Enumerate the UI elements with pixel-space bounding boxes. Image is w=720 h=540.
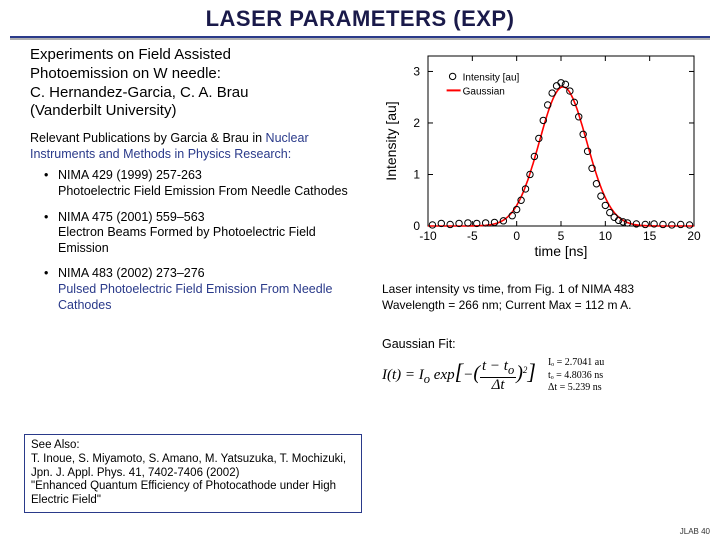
seealso-b1: T. Inoue, S. Miyamoto, S. Amano, M. Yats… [31, 453, 346, 479]
svg-text:3: 3 [413, 64, 420, 78]
svg-text:1: 1 [413, 167, 420, 181]
equation: I(t) = Io exp[−(t − toΔt)2] [382, 359, 536, 393]
fit-Io: Iₒ = 2.7041 au [548, 357, 604, 370]
svg-text:time [ns]: time [ns] [535, 243, 588, 259]
main-columns: Experiments on Field Assisted Photoemiss… [0, 46, 720, 395]
caption-l2: Wavelength = 266 nm; Current Max = 112 m… [382, 298, 631, 312]
relevant-prefix: Relevant Publications by Garcia & Brau i… [30, 131, 266, 145]
chart-caption: Laser intensity vs time, from Fig. 1 of … [382, 282, 702, 313]
see-also-box: See Also: T. Inoue, S. Miyamoto, S. Aman… [24, 434, 362, 513]
intro-block: Experiments on Field Assisted Photoemiss… [30, 46, 360, 121]
svg-text:0: 0 [513, 229, 520, 243]
pub-title: Pulsed Photoelectric Field Emission From… [58, 282, 332, 312]
seealso-b2: "Enhanced Quantum Efficiency of Photocat… [31, 480, 336, 506]
caption-l1: Laser intensity vs time, from Fig. 1 of … [382, 282, 634, 296]
title-bar: LASER PARAMETERS (EXP) [0, 0, 720, 36]
pub-cite: NIMA 475 (2001) 559–563 [58, 210, 205, 224]
slide-footer: JLAB 40 [680, 527, 710, 536]
relevant-pubs-heading: Relevant Publications by Garcia & Brau i… [30, 131, 360, 162]
pub-cite: NIMA 429 (1999) 257-263 [58, 168, 202, 182]
pub-title: Photoelectric Field Emission From Needle… [58, 184, 348, 198]
pub-cite: NIMA 483 (2002) 273–276 [58, 266, 205, 280]
pub-item: NIMA 475 (2001) 559–563 Electron Beams F… [44, 210, 360, 257]
svg-text:-10: -10 [419, 229, 437, 243]
equation-row: I(t) = Io exp[−(t − toΔt)2] Iₒ = 2.7041 … [382, 357, 702, 395]
svg-text:10: 10 [599, 229, 613, 243]
svg-text:Intensity [au]: Intensity [au] [463, 72, 520, 83]
left-column: Experiments on Field Assisted Photoemiss… [30, 46, 360, 395]
svg-text:2: 2 [413, 116, 420, 130]
pub-list: NIMA 429 (1999) 257-263 Photoelectric Fi… [30, 168, 360, 313]
svg-text:Gaussian: Gaussian [463, 86, 505, 97]
intro-l3: C. Hernandez-Garcia, C. A. Brau [30, 84, 248, 101]
svg-text:-5: -5 [467, 229, 478, 243]
right-column: -10 -5 0 5 10 15 20 0 1 2 3 time [ns] Intensity [au]… [382, 46, 702, 395]
fit-dt: Δt = 5.239 ns [548, 382, 604, 395]
pub-title: Electron Beams Formed by Photoelectric F… [58, 225, 316, 255]
intro-l2: Photoemission on W needle: [30, 65, 221, 82]
svg-text:5: 5 [558, 229, 565, 243]
gaussian-fit-label: Gaussian Fit: [382, 337, 702, 351]
pub-item: NIMA 483 (2002) 273–276 Pulsed Photoelec… [44, 266, 360, 313]
pub-item: NIMA 429 (1999) 257-263 Photoelectric Fi… [44, 168, 360, 199]
svg-text:0: 0 [413, 219, 420, 233]
fit-to: tₒ = 4.8036 ns [548, 370, 604, 383]
fit-values: Iₒ = 2.7041 au tₒ = 4.8036 ns Δt = 5.239… [548, 357, 604, 395]
page-title: LASER PARAMETERS (EXP) [0, 6, 720, 32]
svg-text:20: 20 [687, 229, 701, 243]
svg-text:15: 15 [643, 229, 657, 243]
seealso-head: See Also: [31, 439, 80, 451]
intro-l4: (Vanderbilt University) [30, 102, 176, 119]
intro-l1: Experiments on Field Assisted [30, 46, 231, 63]
title-underline [10, 36, 710, 40]
svg-text:Intensity [au]: Intensity [au] [383, 101, 399, 180]
intensity-chart: -10 -5 0 5 10 15 20 0 1 2 3 time [ns] Intensity [au]… [382, 46, 702, 262]
